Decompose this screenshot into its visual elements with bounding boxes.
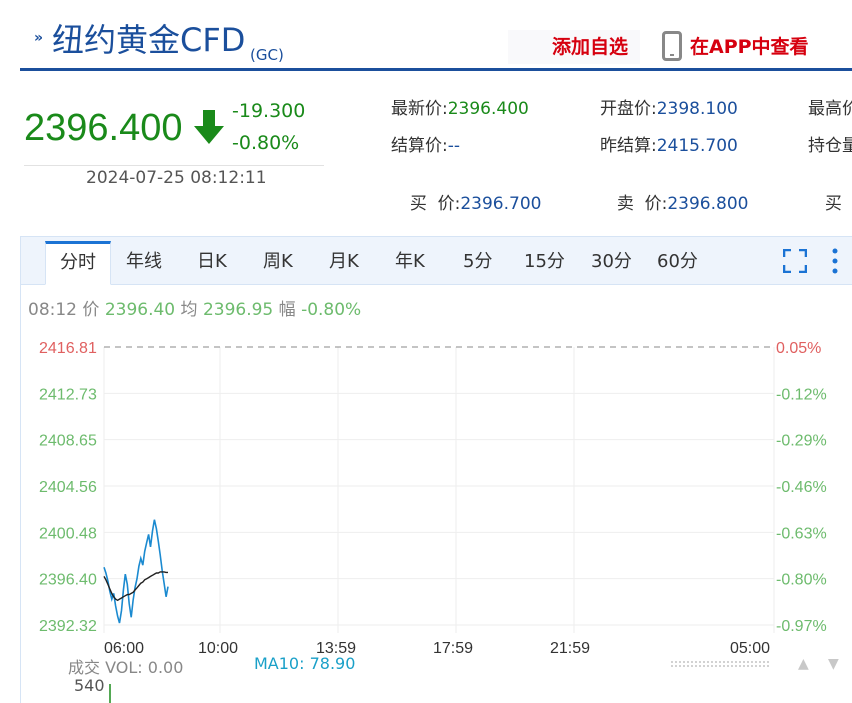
chart-panel: 分时 年线 日K 周K 月K 年K 5分 15分 30分 60分 xyxy=(20,236,852,703)
tab-60min[interactable]: 60分 xyxy=(657,251,698,272)
add-favorite-button[interactable]: 添加自选 xyxy=(552,36,629,58)
instrument-code: (GC) xyxy=(250,46,284,64)
down-arrow-icon xyxy=(194,110,224,144)
volume-value: VOL: 0.00 xyxy=(105,658,184,677)
tab-timeshare[interactable]: 分时 xyxy=(45,241,111,285)
latest-price-value: 2396.400 xyxy=(447,99,529,119)
status-avg-value: 2396.95 xyxy=(202,300,274,320)
ask-price-label: 卖 价: xyxy=(616,194,668,214)
add-favorite-area xyxy=(508,30,640,64)
status-range-value: -0.80% xyxy=(301,300,362,320)
open-price-label: 开盘价: xyxy=(600,99,657,119)
volume-ma10: MA10: 78.90 xyxy=(254,654,356,673)
settle-price-label: 结算价: xyxy=(391,136,448,156)
bid-volume-label: 买 量 xyxy=(824,194,842,214)
chart-tab-bar: 分时 年线 日K 周K 月K 年K 5分 15分 30分 60分 xyxy=(21,237,852,285)
ask-price-cell: 卖 价:2396.800 xyxy=(606,169,749,214)
latest-price-cell: 最新价:2396.400 xyxy=(391,94,529,119)
bid-volume-cell: 买 量 xyxy=(814,169,852,214)
tab-30min[interactable]: 30分 xyxy=(591,251,632,272)
prev-settle-value: 2415.700 xyxy=(656,136,738,156)
tab-15min[interactable]: 15分 xyxy=(524,251,565,272)
quote-timestamp: 2024-07-25 08:12:11 xyxy=(86,168,267,188)
status-price-value: 2396.40 xyxy=(104,300,176,320)
status-price-label: 价 xyxy=(82,300,100,320)
tab-monthly-k[interactable]: 月K xyxy=(329,251,359,272)
tab-daily-k[interactable]: 日K xyxy=(197,251,227,272)
bid-price-label: 买 价: xyxy=(409,194,461,214)
tab-yearly-k[interactable]: 年K xyxy=(395,251,425,272)
ask-price-value: 2396.800 xyxy=(667,194,749,214)
more-options-icon[interactable] xyxy=(829,247,841,275)
open-interest-cell: 持仓量 xyxy=(808,131,852,156)
high-price-label: 最高价 xyxy=(808,99,852,119)
quote-divider xyxy=(24,165,324,166)
latest-price-label: 最新价: xyxy=(391,99,448,119)
open-price-cell: 开盘价:2398.100 xyxy=(600,94,738,119)
open-interest-label: 持仓量 xyxy=(808,136,852,156)
current-price: 2396.400 xyxy=(24,107,183,149)
tab-year-line[interactable]: 年线 xyxy=(126,251,162,272)
volume-label: 成交 xyxy=(68,658,101,677)
chart-status-line: 08:12 价 2396.40 均 2396.95 幅 -0.80% xyxy=(28,295,361,320)
scroll-up-icon[interactable]: ▲ xyxy=(798,656,809,672)
prev-settle-cell: 昨结算:2415.700 xyxy=(600,131,738,156)
settle-price-value: -- xyxy=(447,136,461,156)
title-bullet-icon: » xyxy=(34,30,44,46)
page-header: » 纽约黄金CFD (GC) 添加自选 在APP中查看 xyxy=(0,0,852,72)
bid-price-cell: 买 价:2396.700 xyxy=(399,169,542,214)
bid-price-value: 2396.700 xyxy=(460,194,542,214)
status-range-label: 幅 xyxy=(278,300,296,320)
open-price-value: 2398.100 xyxy=(656,99,738,119)
high-price-cell: 最高价 xyxy=(808,94,852,119)
prev-settle-label: 昨结算: xyxy=(600,136,657,156)
status-time: 08:12 xyxy=(28,300,77,320)
status-avg-label: 均 xyxy=(180,300,198,320)
volume-max-tick: 540 xyxy=(74,676,105,695)
price-change-percent: -0.80% xyxy=(232,132,300,154)
phone-icon[interactable] xyxy=(662,31,682,61)
volume-line: 成交 VOL: 0.00 xyxy=(68,654,183,678)
tab-weekly-k[interactable]: 周K xyxy=(263,251,293,272)
scroll-down-icon[interactable]: ▼ xyxy=(828,656,839,672)
header-divider xyxy=(20,68,852,71)
chart-scroll-handle[interactable] xyxy=(670,660,770,668)
price-change: -19.300 xyxy=(232,100,306,122)
tab-5min[interactable]: 5分 xyxy=(463,251,493,272)
fullscreen-icon[interactable] xyxy=(783,249,807,273)
view-in-app-link[interactable]: 在APP中查看 xyxy=(690,36,809,58)
instrument-title: 纽约黄金CFD xyxy=(52,21,246,59)
settle-price-cell: 结算价:-- xyxy=(391,131,460,156)
